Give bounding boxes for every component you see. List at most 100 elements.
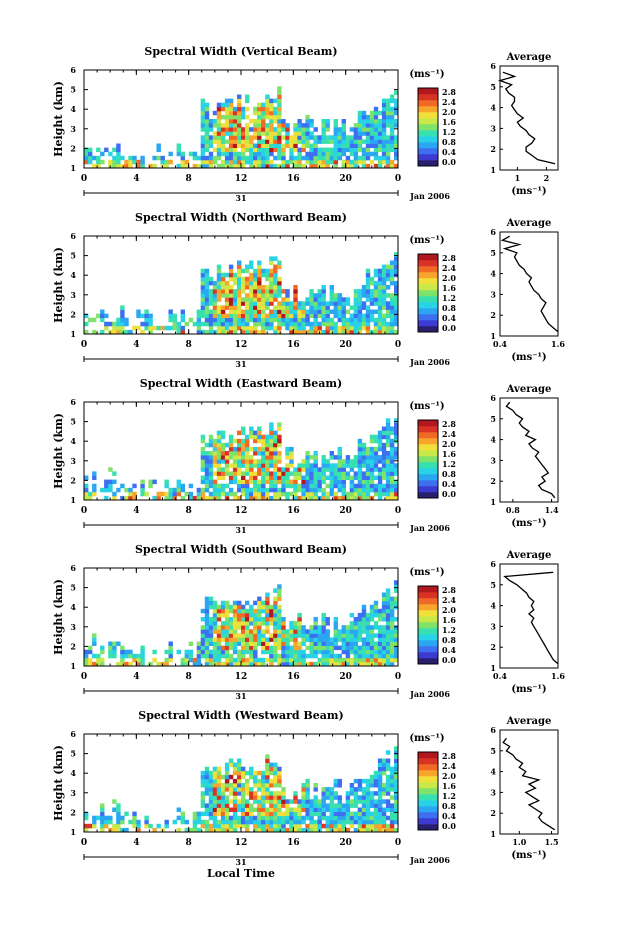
heat-cell [237, 127, 242, 132]
heat-cell [245, 495, 250, 501]
heat-cell [357, 459, 363, 464]
heat-cell [245, 159, 250, 165]
heat-cell [224, 799, 230, 804]
heat-cell [377, 625, 383, 630]
heat-cell [241, 438, 246, 444]
heat-cell [232, 479, 238, 485]
heat-cell [220, 442, 226, 448]
heat-cell [313, 661, 318, 667]
heat-cell [253, 151, 258, 157]
heat-cell [394, 285, 399, 290]
heat-cell [265, 819, 270, 825]
heat-cell [212, 309, 218, 314]
heat-cell [394, 762, 399, 768]
heat-cell [277, 317, 282, 323]
heat-cell [281, 289, 286, 294]
heat-cell [394, 430, 399, 436]
heat-cell [309, 633, 314, 638]
heat-cell [216, 645, 222, 651]
heat-cell [337, 446, 342, 452]
heat-cell [313, 135, 318, 140]
colorbar-tick-label: 0.0 [442, 821, 456, 831]
heat-cell [140, 657, 145, 663]
heat-cell [369, 795, 375, 800]
heatmap-cells [84, 746, 399, 833]
heat-cell [277, 98, 282, 104]
average-profile-line [503, 571, 559, 665]
heat-cell [385, 799, 391, 804]
heat-cell [273, 827, 278, 833]
heat-cell [204, 661, 210, 667]
heat-cell [281, 119, 286, 124]
heat-cell [317, 657, 322, 663]
heat-cell [325, 637, 330, 642]
heat-cell [333, 625, 338, 630]
heat-cell [261, 147, 266, 153]
heat-cell [353, 483, 359, 489]
heat-cell [220, 127, 226, 132]
heat-cell [377, 617, 383, 622]
heat-cell [208, 827, 214, 833]
heat-cell [212, 815, 218, 821]
heat-cell [345, 795, 351, 800]
heat-cell [216, 463, 222, 468]
colorbar-segment [418, 592, 438, 599]
heat-cell [265, 770, 270, 776]
heat-cell [373, 827, 379, 833]
heat-cell [200, 463, 206, 468]
heat-cell [265, 131, 270, 136]
heat-cell [394, 479, 399, 485]
heat-cell [261, 143, 266, 148]
heat-cell [341, 301, 346, 306]
heat-cell [196, 649, 202, 655]
heat-cell [245, 487, 250, 493]
heat-cell [216, 657, 222, 663]
heat-cell [373, 491, 379, 497]
heat-cell [88, 645, 93, 651]
heat-cell [289, 446, 294, 452]
heat-cell [341, 325, 346, 331]
heat-cell [261, 815, 266, 821]
heat-cell [365, 119, 371, 124]
heat-cell [389, 807, 395, 812]
heat-cell [325, 467, 330, 472]
heat-cell [104, 495, 109, 501]
heat-cell [192, 819, 198, 825]
colorbar-tick-label: 2.4 [442, 97, 456, 107]
heat-cell [389, 297, 395, 302]
heat-cell [381, 155, 387, 161]
heat-cell [208, 770, 214, 776]
heat-cell [373, 653, 379, 659]
heat-cell [333, 791, 338, 796]
heat-cell [365, 163, 371, 169]
heat-cell [148, 317, 153, 323]
heat-cell [341, 649, 346, 655]
heat-cell [245, 657, 250, 663]
heat-cell [204, 309, 210, 314]
heat-cell [228, 625, 234, 630]
heat-cell [204, 297, 210, 302]
heat-cell [224, 285, 230, 290]
heat-cell [192, 823, 198, 829]
average-profile-line [505, 401, 556, 499]
heat-cell [277, 110, 282, 116]
y-tick-label: 3 [70, 622, 76, 632]
heat-cell [261, 325, 266, 331]
heat-cell [313, 621, 318, 626]
heat-cell [241, 819, 246, 825]
heat-cell [237, 163, 242, 169]
heat-cell [385, 102, 391, 108]
heat-cell [96, 313, 101, 319]
heat-cell [208, 483, 214, 489]
colorbar-segment [418, 118, 438, 125]
heat-cell [192, 811, 198, 817]
avg-y-tick-label: 4 [490, 103, 496, 113]
heat-cell [297, 629, 302, 634]
heat-cell [100, 657, 105, 663]
heat-cell [261, 459, 266, 464]
heat-cell [228, 317, 234, 323]
heat-cell [369, 123, 375, 128]
heat-cell [208, 159, 214, 165]
heat-cell [265, 301, 270, 306]
heat-cell [377, 778, 383, 784]
